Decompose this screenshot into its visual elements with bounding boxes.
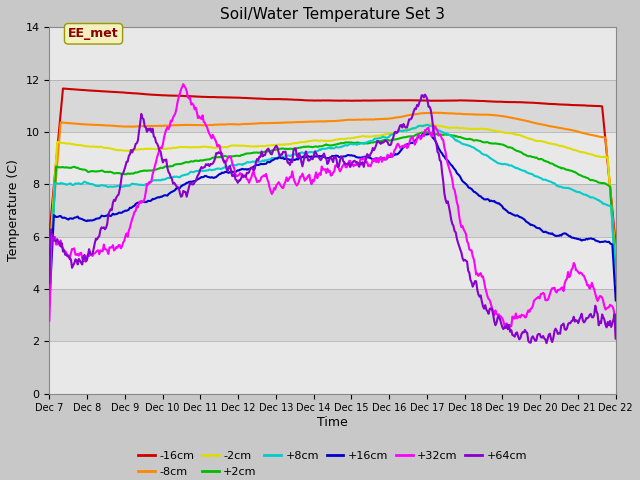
Bar xyxy=(49,80,616,132)
Legend: -16cm, -8cm, -2cm, +2cm, +8cm, +16cm, +32cm, +64cm: -16cm, -8cm, -2cm, +2cm, +8cm, +16cm, +3… xyxy=(134,447,531,480)
Bar xyxy=(49,237,616,289)
Bar xyxy=(49,132,616,184)
Text: EE_met: EE_met xyxy=(68,27,119,40)
Title: Soil/Water Temperature Set 3: Soil/Water Temperature Set 3 xyxy=(220,7,445,22)
Bar xyxy=(49,184,616,237)
Y-axis label: Temperature (C): Temperature (C) xyxy=(7,159,20,262)
Bar xyxy=(49,289,616,341)
Bar xyxy=(49,27,616,80)
X-axis label: Time: Time xyxy=(317,416,348,429)
Bar xyxy=(49,341,616,394)
